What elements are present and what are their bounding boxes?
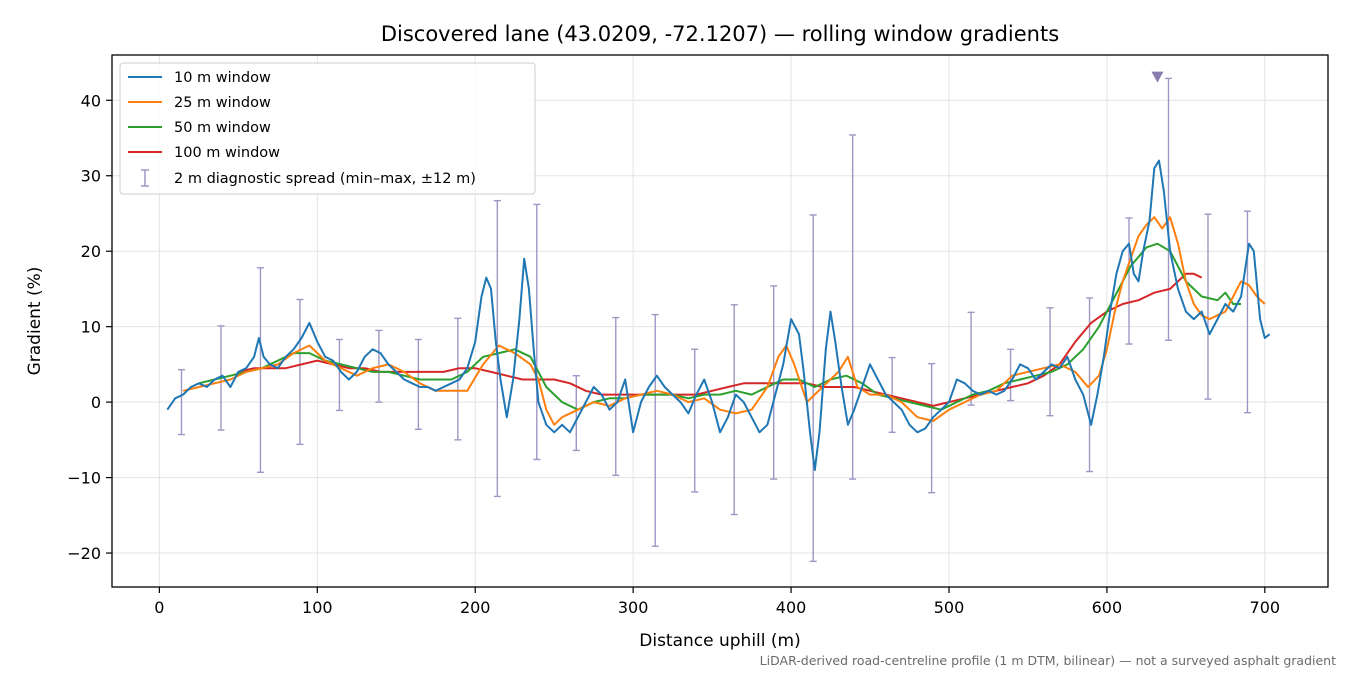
spread-bar [256, 267, 264, 473]
footnote: LiDAR-derived road-centreline profile (1… [760, 653, 1336, 668]
spread-bar [691, 348, 699, 493]
y-tick-label: 40 [81, 91, 101, 110]
spread-bar [533, 203, 541, 461]
spread-bar [177, 368, 185, 436]
spread-bar [928, 362, 936, 494]
plot-frame [111, 54, 1329, 588]
spread-bar [1204, 213, 1212, 400]
x-tick-label: 600 [1092, 598, 1123, 617]
series-line-10-m-window [166, 159, 1271, 471]
spread-bar [1125, 217, 1133, 345]
spread-bar [1243, 210, 1251, 414]
peak-marker [1151, 71, 1164, 83]
x-axis-label: Distance uphill (m) [639, 631, 800, 651]
series-line-50-m-window [198, 242, 1242, 411]
x-tick-label: 700 [1250, 598, 1281, 617]
y-tick-label: 20 [81, 242, 101, 261]
spread-bar [335, 338, 343, 412]
spread-bar [1007, 348, 1015, 402]
legend-label-25m: 25 m window [174, 95, 271, 111]
spread-bar [651, 313, 659, 547]
legend-swatch-spread [141, 169, 149, 187]
spread-bar [809, 214, 817, 563]
x-tick-label: 500 [934, 598, 965, 617]
spread-bar [612, 316, 620, 477]
legend-label-100m: 100 m window [174, 145, 280, 161]
y-tick-label: −10 [67, 469, 101, 488]
x-tick-label: 100 [302, 598, 333, 617]
y-tick-label: 0 [91, 393, 101, 412]
series-line-100-m-window [238, 272, 1203, 407]
y-tick-label: 10 [81, 318, 101, 337]
legend-label-50m: 50 m window [174, 120, 271, 136]
axis-ticks: 0 100 200 300 400 500 600 700 −20 −10 0 10 20 30 40 [67, 91, 1280, 617]
spread-bar [849, 134, 857, 480]
legend: 10 m window 25 m window 50 m window 100 … [119, 62, 536, 195]
spread-bar [1164, 77, 1172, 341]
chart-title: Discovered lane (43.0209, -72.1207) — ro… [381, 22, 1059, 46]
spread-bar [888, 356, 896, 434]
spread-bar [454, 317, 462, 441]
series-line-25-m-window [182, 216, 1266, 426]
spread-bar [572, 375, 580, 452]
x-tick-label: 200 [460, 598, 491, 617]
spread-bar [414, 338, 422, 430]
spread-bar [730, 304, 738, 516]
y-tick-label: 30 [81, 167, 101, 186]
legend-box [119, 62, 536, 195]
y-tick-label: −20 [67, 544, 101, 563]
x-tick-label: 400 [776, 598, 807, 617]
spread-bar [296, 298, 304, 446]
y-axis-label: Gradient (%) [25, 267, 45, 376]
spread-bar [1046, 307, 1054, 417]
x-tick-label: 300 [618, 598, 649, 617]
legend-label-10m: 10 m window [174, 70, 271, 86]
legend-label-spread: 2 m diagnostic spread (min–max, ±12 m) [174, 171, 476, 187]
plot-area [166, 71, 1271, 563]
x-tick-label: 0 [154, 598, 164, 617]
